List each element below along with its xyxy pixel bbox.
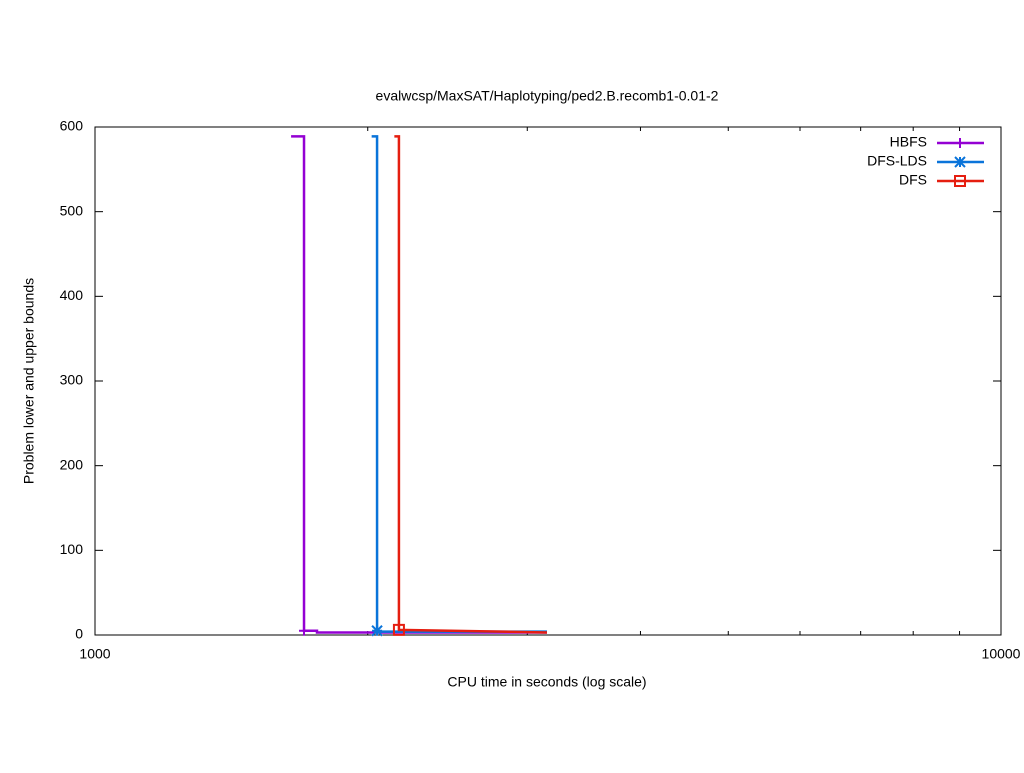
- x-axis-label: CPU time in seconds (log scale): [447, 674, 646, 690]
- series-marker: [299, 625, 310, 636]
- series-marker: [392, 623, 405, 636]
- x-tick-label: 1000: [79, 646, 110, 662]
- series-marker: [371, 625, 383, 637]
- legend-marker: [954, 156, 966, 168]
- x-tick-label: 10000: [982, 646, 1021, 662]
- legend-marker: [954, 175, 966, 187]
- y-tick-label: 200: [60, 456, 84, 472]
- legend-marker: [955, 138, 965, 148]
- y-axis-label: Problem lower and upper bounds: [21, 278, 37, 484]
- series-line: [394, 135, 547, 634]
- y-tick-label: 0: [75, 626, 83, 642]
- chart-title: evalwcsp/MaxSAT/Haplotyping/ped2.B.recom…: [376, 88, 719, 104]
- y-tick-label: 500: [60, 202, 84, 218]
- y-tick-label: 100: [60, 541, 84, 557]
- y-tick-label: 600: [60, 118, 84, 134]
- legend-label: DFS-LDS: [867, 153, 927, 169]
- series-line: [291, 135, 547, 634]
- legend-label: HBFS: [890, 134, 927, 150]
- legend-label: DFS: [899, 172, 927, 188]
- y-tick-label: 400: [60, 287, 84, 303]
- y-tick-label: 300: [60, 372, 84, 388]
